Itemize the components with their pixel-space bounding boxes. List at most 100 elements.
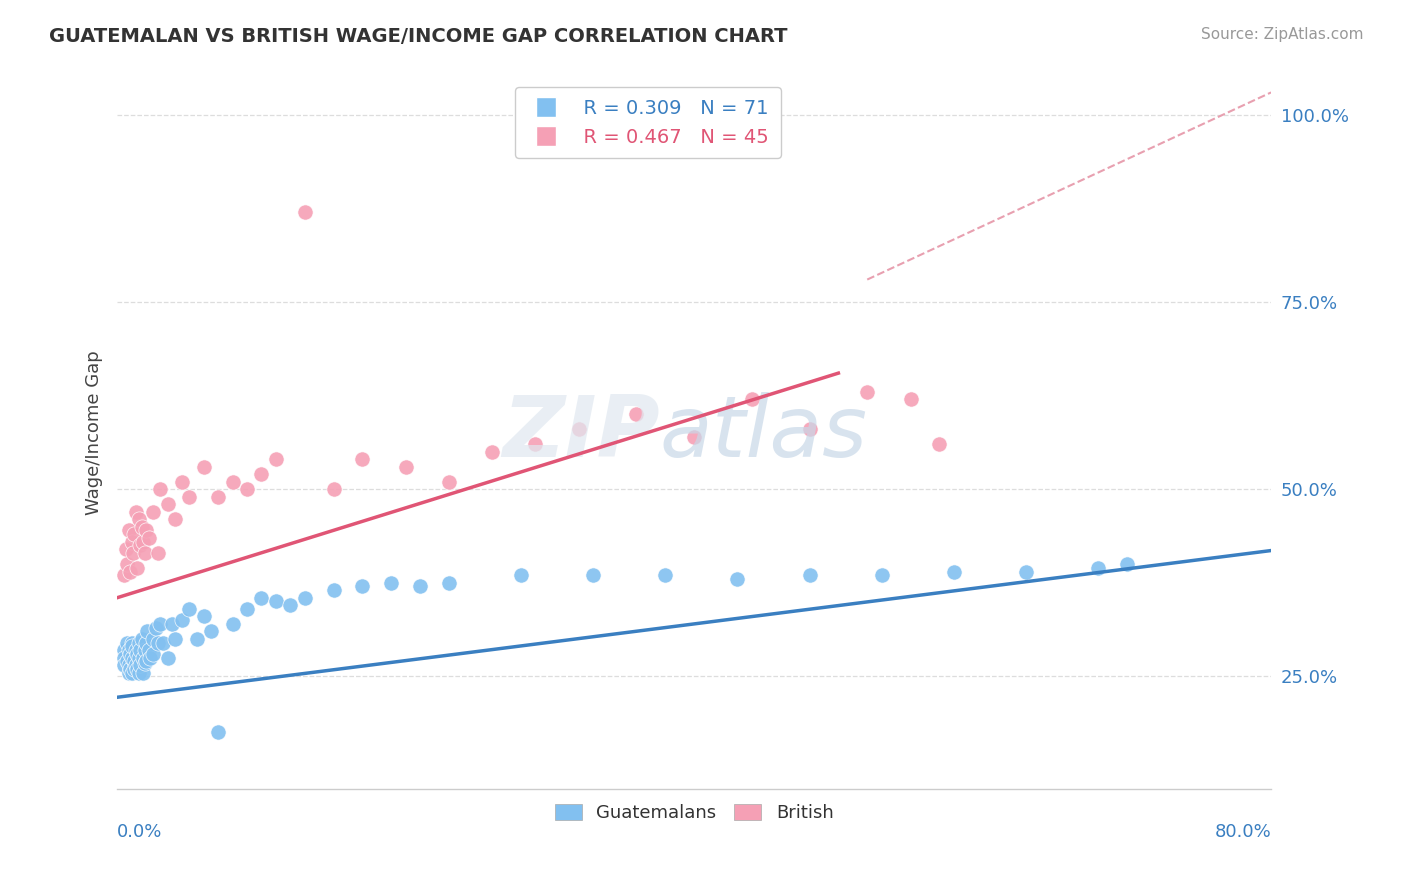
Point [112, 568, 135, 582]
Point [128, 512, 150, 526]
Point [136, 624, 159, 639]
Point [122, 546, 145, 560]
Point [207, 725, 229, 739]
Point [207, 490, 229, 504]
Point [250, 591, 273, 605]
Point [132, 665, 155, 680]
Point [118, 524, 141, 538]
Point [146, 635, 169, 649]
Point [568, 422, 591, 436]
Point [900, 392, 922, 407]
Text: 0.0%: 0.0% [117, 823, 163, 841]
Text: ZIP: ZIP [502, 392, 659, 475]
Point [135, 654, 157, 668]
Point [127, 662, 149, 676]
Point [124, 662, 146, 676]
Text: Source: ZipAtlas.com: Source: ZipAtlas.com [1201, 27, 1364, 42]
Point [132, 650, 155, 665]
Point [1015, 565, 1038, 579]
Point [120, 565, 142, 579]
Point [112, 658, 135, 673]
Point [139, 650, 162, 665]
Point [129, 538, 152, 552]
Point [510, 568, 533, 582]
Point [221, 475, 243, 489]
Point [121, 665, 143, 680]
Text: GUATEMALAN VS BRITISH WAGE/INCOME GAP CORRELATION CHART: GUATEMALAN VS BRITISH WAGE/INCOME GAP CO… [49, 27, 787, 45]
Point [112, 643, 135, 657]
Point [799, 422, 821, 436]
Point [352, 452, 374, 467]
Point [135, 524, 157, 538]
Point [193, 609, 215, 624]
Point [121, 650, 143, 665]
Point [129, 643, 152, 657]
Point [928, 437, 950, 451]
Point [942, 565, 965, 579]
Point [741, 392, 763, 407]
Point [127, 647, 149, 661]
Point [1087, 561, 1109, 575]
Point [236, 482, 259, 496]
Point [149, 616, 172, 631]
Point [725, 572, 748, 586]
Point [152, 635, 174, 649]
Point [278, 598, 301, 612]
Point [118, 643, 141, 657]
Point [142, 505, 165, 519]
Point [134, 643, 156, 657]
Point [322, 482, 344, 496]
Point [118, 665, 141, 680]
Point [250, 467, 273, 482]
Point [134, 656, 156, 670]
Point [654, 568, 676, 582]
Point [125, 643, 148, 657]
Point [117, 635, 139, 649]
Point [799, 568, 821, 582]
Point [124, 654, 146, 668]
Point [200, 624, 222, 639]
Point [856, 384, 879, 399]
Point [582, 568, 605, 582]
Point [121, 635, 143, 649]
Point [135, 635, 157, 649]
Point [179, 490, 201, 504]
Point [115, 542, 138, 557]
Point [128, 650, 150, 665]
Point [128, 665, 150, 680]
Point [138, 643, 160, 657]
Point [131, 632, 153, 646]
Point [163, 512, 186, 526]
Point [236, 602, 259, 616]
Point [142, 647, 165, 661]
Point [125, 658, 148, 673]
Point [193, 459, 215, 474]
Point [322, 583, 344, 598]
Point [121, 640, 143, 654]
Text: atlas: atlas [659, 392, 868, 475]
Text: 80.0%: 80.0% [1215, 823, 1271, 841]
Point [112, 650, 135, 665]
Point [380, 575, 402, 590]
Point [118, 658, 141, 673]
Point [294, 591, 316, 605]
Point [127, 561, 149, 575]
Point [870, 568, 893, 582]
Point [186, 632, 208, 646]
Point [142, 632, 165, 646]
Point [179, 602, 201, 616]
Point [120, 647, 142, 661]
Point [395, 459, 418, 474]
Point [120, 662, 142, 676]
Point [172, 613, 194, 627]
Point [145, 621, 167, 635]
Point [134, 546, 156, 560]
Point [524, 437, 547, 451]
Point [481, 444, 503, 458]
Y-axis label: Wage/Income Gap: Wage/Income Gap [86, 351, 103, 516]
Point [132, 534, 155, 549]
Point [683, 430, 706, 444]
Point [156, 497, 179, 511]
Point [149, 482, 172, 496]
Point [626, 407, 648, 421]
